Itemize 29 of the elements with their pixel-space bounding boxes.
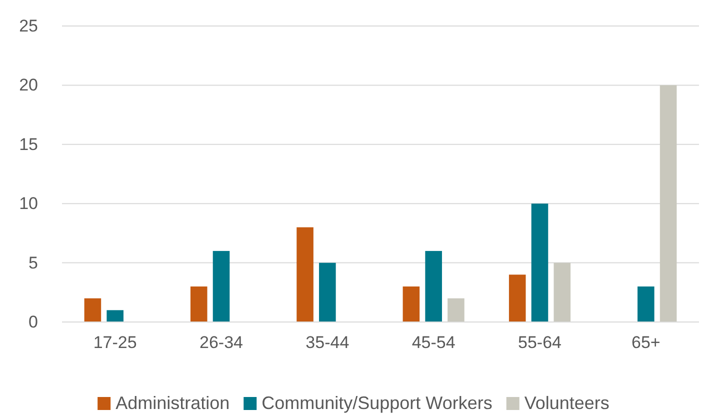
y-tick-label: 20: [19, 76, 38, 95]
y-tick-label: 15: [19, 134, 38, 154]
legend-label: Volunteers: [524, 393, 610, 413]
legend-label: Administration: [116, 393, 230, 413]
x-tick-label: 65+: [631, 333, 660, 352]
bar: [319, 262, 336, 322]
bar: [554, 262, 571, 322]
y-tick-label: 10: [19, 194, 38, 214]
y-tick-label: 25: [19, 16, 38, 36]
bar: [508, 274, 526, 322]
bar: [84, 298, 102, 322]
y-tick-label: 0: [28, 312, 38, 332]
x-tick-label: 17-25: [93, 333, 137, 352]
bar: [402, 286, 420, 322]
bar: [638, 286, 654, 322]
legend-label: Community/Support Workers: [262, 393, 492, 413]
bar: [531, 204, 548, 322]
bar: [190, 286, 208, 322]
bar: [212, 250, 230, 322]
x-tick-label: 45-54: [412, 333, 456, 352]
bar: [425, 250, 442, 322]
x-tick-label: 55-64: [518, 333, 562, 352]
bar: [448, 298, 464, 322]
bar: [106, 310, 124, 322]
y-tick-label: 5: [28, 253, 38, 272]
x-tick-label: 26-34: [200, 333, 243, 352]
bar: [660, 85, 677, 322]
bar: [296, 227, 314, 322]
x-tick-label: 35-44: [306, 333, 350, 352]
